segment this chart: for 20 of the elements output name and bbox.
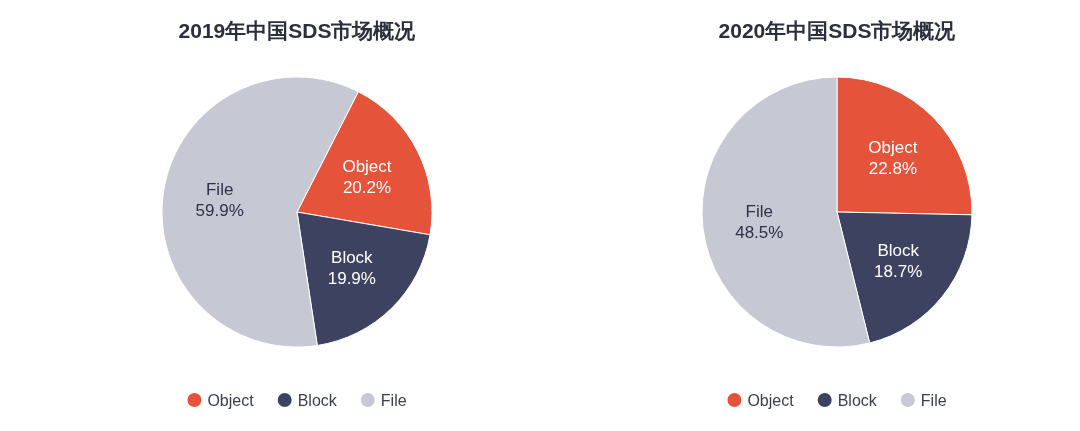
slice-label: Object	[342, 157, 392, 177]
data-label: 48.5%	[735, 223, 784, 243]
data-label: 22.8%	[868, 158, 918, 178]
chart-title: 2020年中国SDS市场概况	[718, 19, 957, 42]
legend-label: File	[920, 392, 947, 409]
legend-label: Block	[297, 392, 338, 409]
legend-label: Object	[207, 392, 255, 409]
chart-title: 2019年中国SDS市场概况	[178, 19, 417, 42]
data-label: 20.2%	[342, 178, 392, 198]
slice-label: Object	[868, 137, 918, 157]
legend-label: File	[380, 392, 407, 409]
data-label: 19.9%	[327, 269, 376, 289]
slice-label: File	[206, 180, 234, 200]
data-label: 59.9%	[195, 201, 244, 221]
slice-label: Block	[331, 248, 374, 268]
data-label: 18.7%	[874, 262, 923, 282]
slice-label: File	[745, 202, 773, 222]
legend-label: Object	[747, 392, 795, 409]
slice-label: Block	[877, 241, 920, 261]
legend-label: Block	[837, 392, 878, 409]
